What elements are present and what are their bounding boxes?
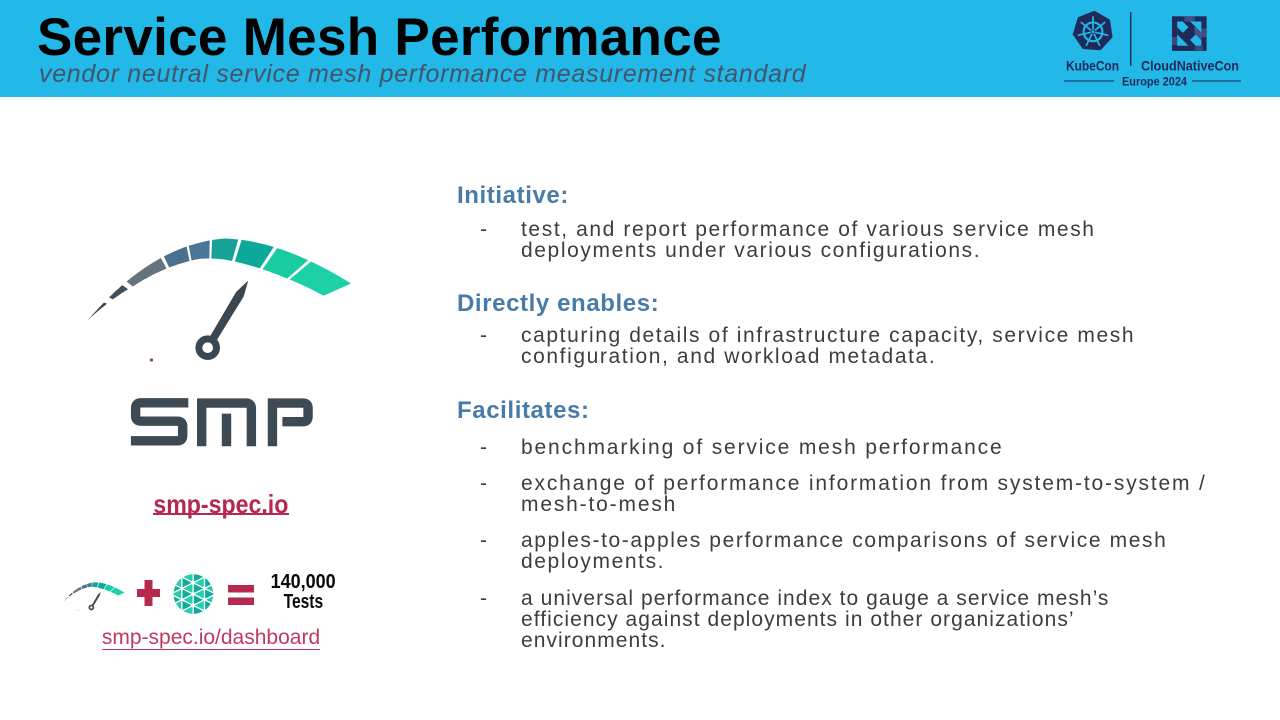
svg-text:CloudNativeCon: CloudNativeCon [1141,58,1239,74]
svg-text:Europe 2024: Europe 2024 [1122,75,1187,89]
svg-text:KubeCon: KubeCon [1066,58,1119,74]
